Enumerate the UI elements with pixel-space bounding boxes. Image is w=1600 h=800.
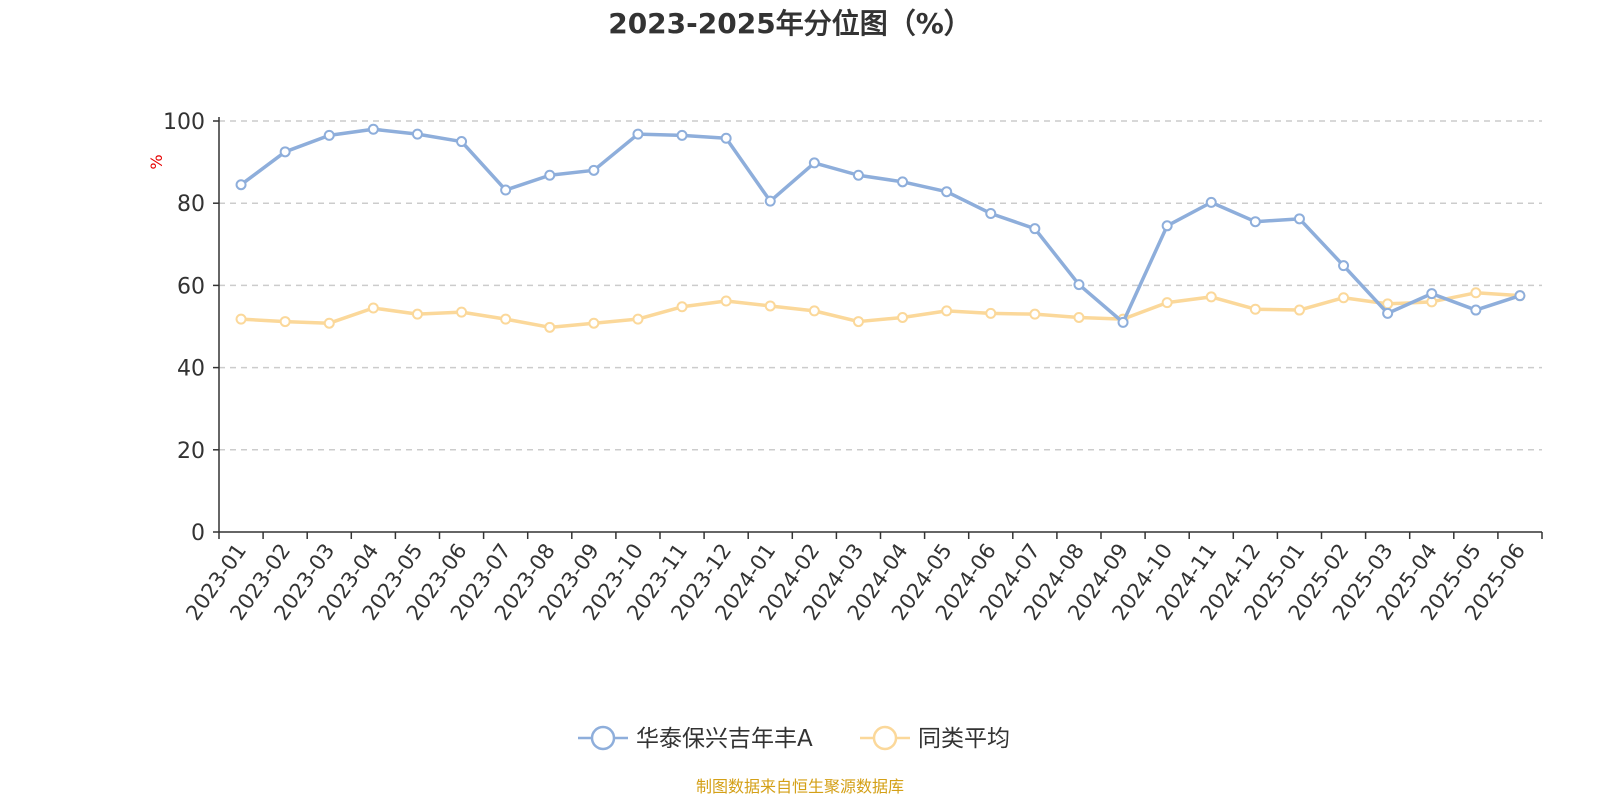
data-point	[588, 164, 600, 176]
data-point	[897, 176, 909, 188]
data-point	[1029, 223, 1041, 235]
data-point	[1073, 311, 1085, 323]
data-point	[632, 128, 644, 140]
data-point	[852, 316, 864, 328]
data-point	[1249, 216, 1261, 228]
data-point	[279, 146, 291, 158]
series-1	[235, 123, 1526, 328]
y-tick-label: 100	[163, 110, 205, 135]
data-point	[985, 207, 997, 219]
data-point	[632, 313, 644, 325]
legend-label: 同类平均	[918, 726, 1010, 752]
data-point	[720, 132, 732, 144]
data-point	[588, 317, 600, 329]
data-point	[1382, 298, 1394, 310]
data-point	[1205, 196, 1217, 208]
data-point	[544, 321, 556, 333]
data-point	[411, 128, 423, 140]
data-point	[456, 136, 468, 148]
legend[interactable]: 华泰保兴吉年丰A 同类平均	[578, 725, 1010, 752]
data-point	[456, 306, 468, 318]
data-point	[764, 195, 776, 207]
data-point	[1161, 220, 1173, 232]
data-point	[1205, 291, 1217, 303]
data-point	[1514, 290, 1526, 302]
series-line	[239, 127, 1522, 325]
data-point	[941, 305, 953, 317]
data-point	[500, 313, 512, 325]
data-point	[1029, 308, 1041, 320]
data-point	[1338, 292, 1350, 304]
data-point	[1293, 213, 1305, 225]
chart-title: 2023-2025年分位图（%）	[608, 7, 972, 40]
data-point	[1426, 288, 1438, 300]
data-point	[323, 129, 335, 141]
data-point	[1161, 297, 1173, 309]
y-tick-label: 60	[177, 274, 205, 299]
y-tick-label: 40	[177, 357, 205, 382]
source-note: 制图数据来自恒生聚源数据库	[696, 777, 904, 796]
series-lines	[235, 123, 1526, 333]
data-point	[1338, 260, 1350, 272]
series-2	[235, 287, 1526, 333]
legend-label: 华泰保兴吉年丰A	[636, 726, 813, 752]
data-point	[676, 129, 688, 141]
data-point	[1470, 304, 1482, 316]
data-point	[411, 308, 423, 320]
data-point	[1073, 279, 1085, 291]
data-point	[1470, 287, 1482, 299]
data-point	[985, 307, 997, 319]
data-point	[720, 295, 732, 307]
data-point	[897, 311, 909, 323]
data-point	[323, 317, 335, 329]
legend-item[interactable]: 华泰保兴吉年丰A	[578, 725, 813, 752]
y-tick-label: 20	[177, 439, 205, 464]
y-tick-label: 80	[177, 192, 205, 217]
data-point	[1382, 307, 1394, 319]
legend-item[interactable]: 同类平均	[860, 725, 1010, 752]
data-point	[941, 186, 953, 198]
data-point	[235, 179, 247, 191]
data-point	[367, 123, 379, 135]
legend-marker	[590, 725, 616, 751]
data-point	[808, 305, 820, 317]
data-point	[279, 316, 291, 328]
legend-marker	[872, 725, 898, 751]
data-point	[500, 184, 512, 196]
grid-lines	[219, 120, 1542, 451]
y-axis-label: %	[147, 154, 166, 169]
data-point	[367, 302, 379, 314]
data-point	[235, 313, 247, 325]
data-point	[764, 300, 776, 312]
data-point	[1117, 316, 1129, 328]
data-point	[1293, 304, 1305, 316]
y-tick-label: 0	[191, 521, 205, 546]
data-point	[852, 169, 864, 181]
data-point	[544, 169, 556, 181]
data-point	[1249, 303, 1261, 315]
series-line	[239, 291, 1522, 330]
data-point	[808, 157, 820, 169]
data-point	[676, 301, 688, 313]
